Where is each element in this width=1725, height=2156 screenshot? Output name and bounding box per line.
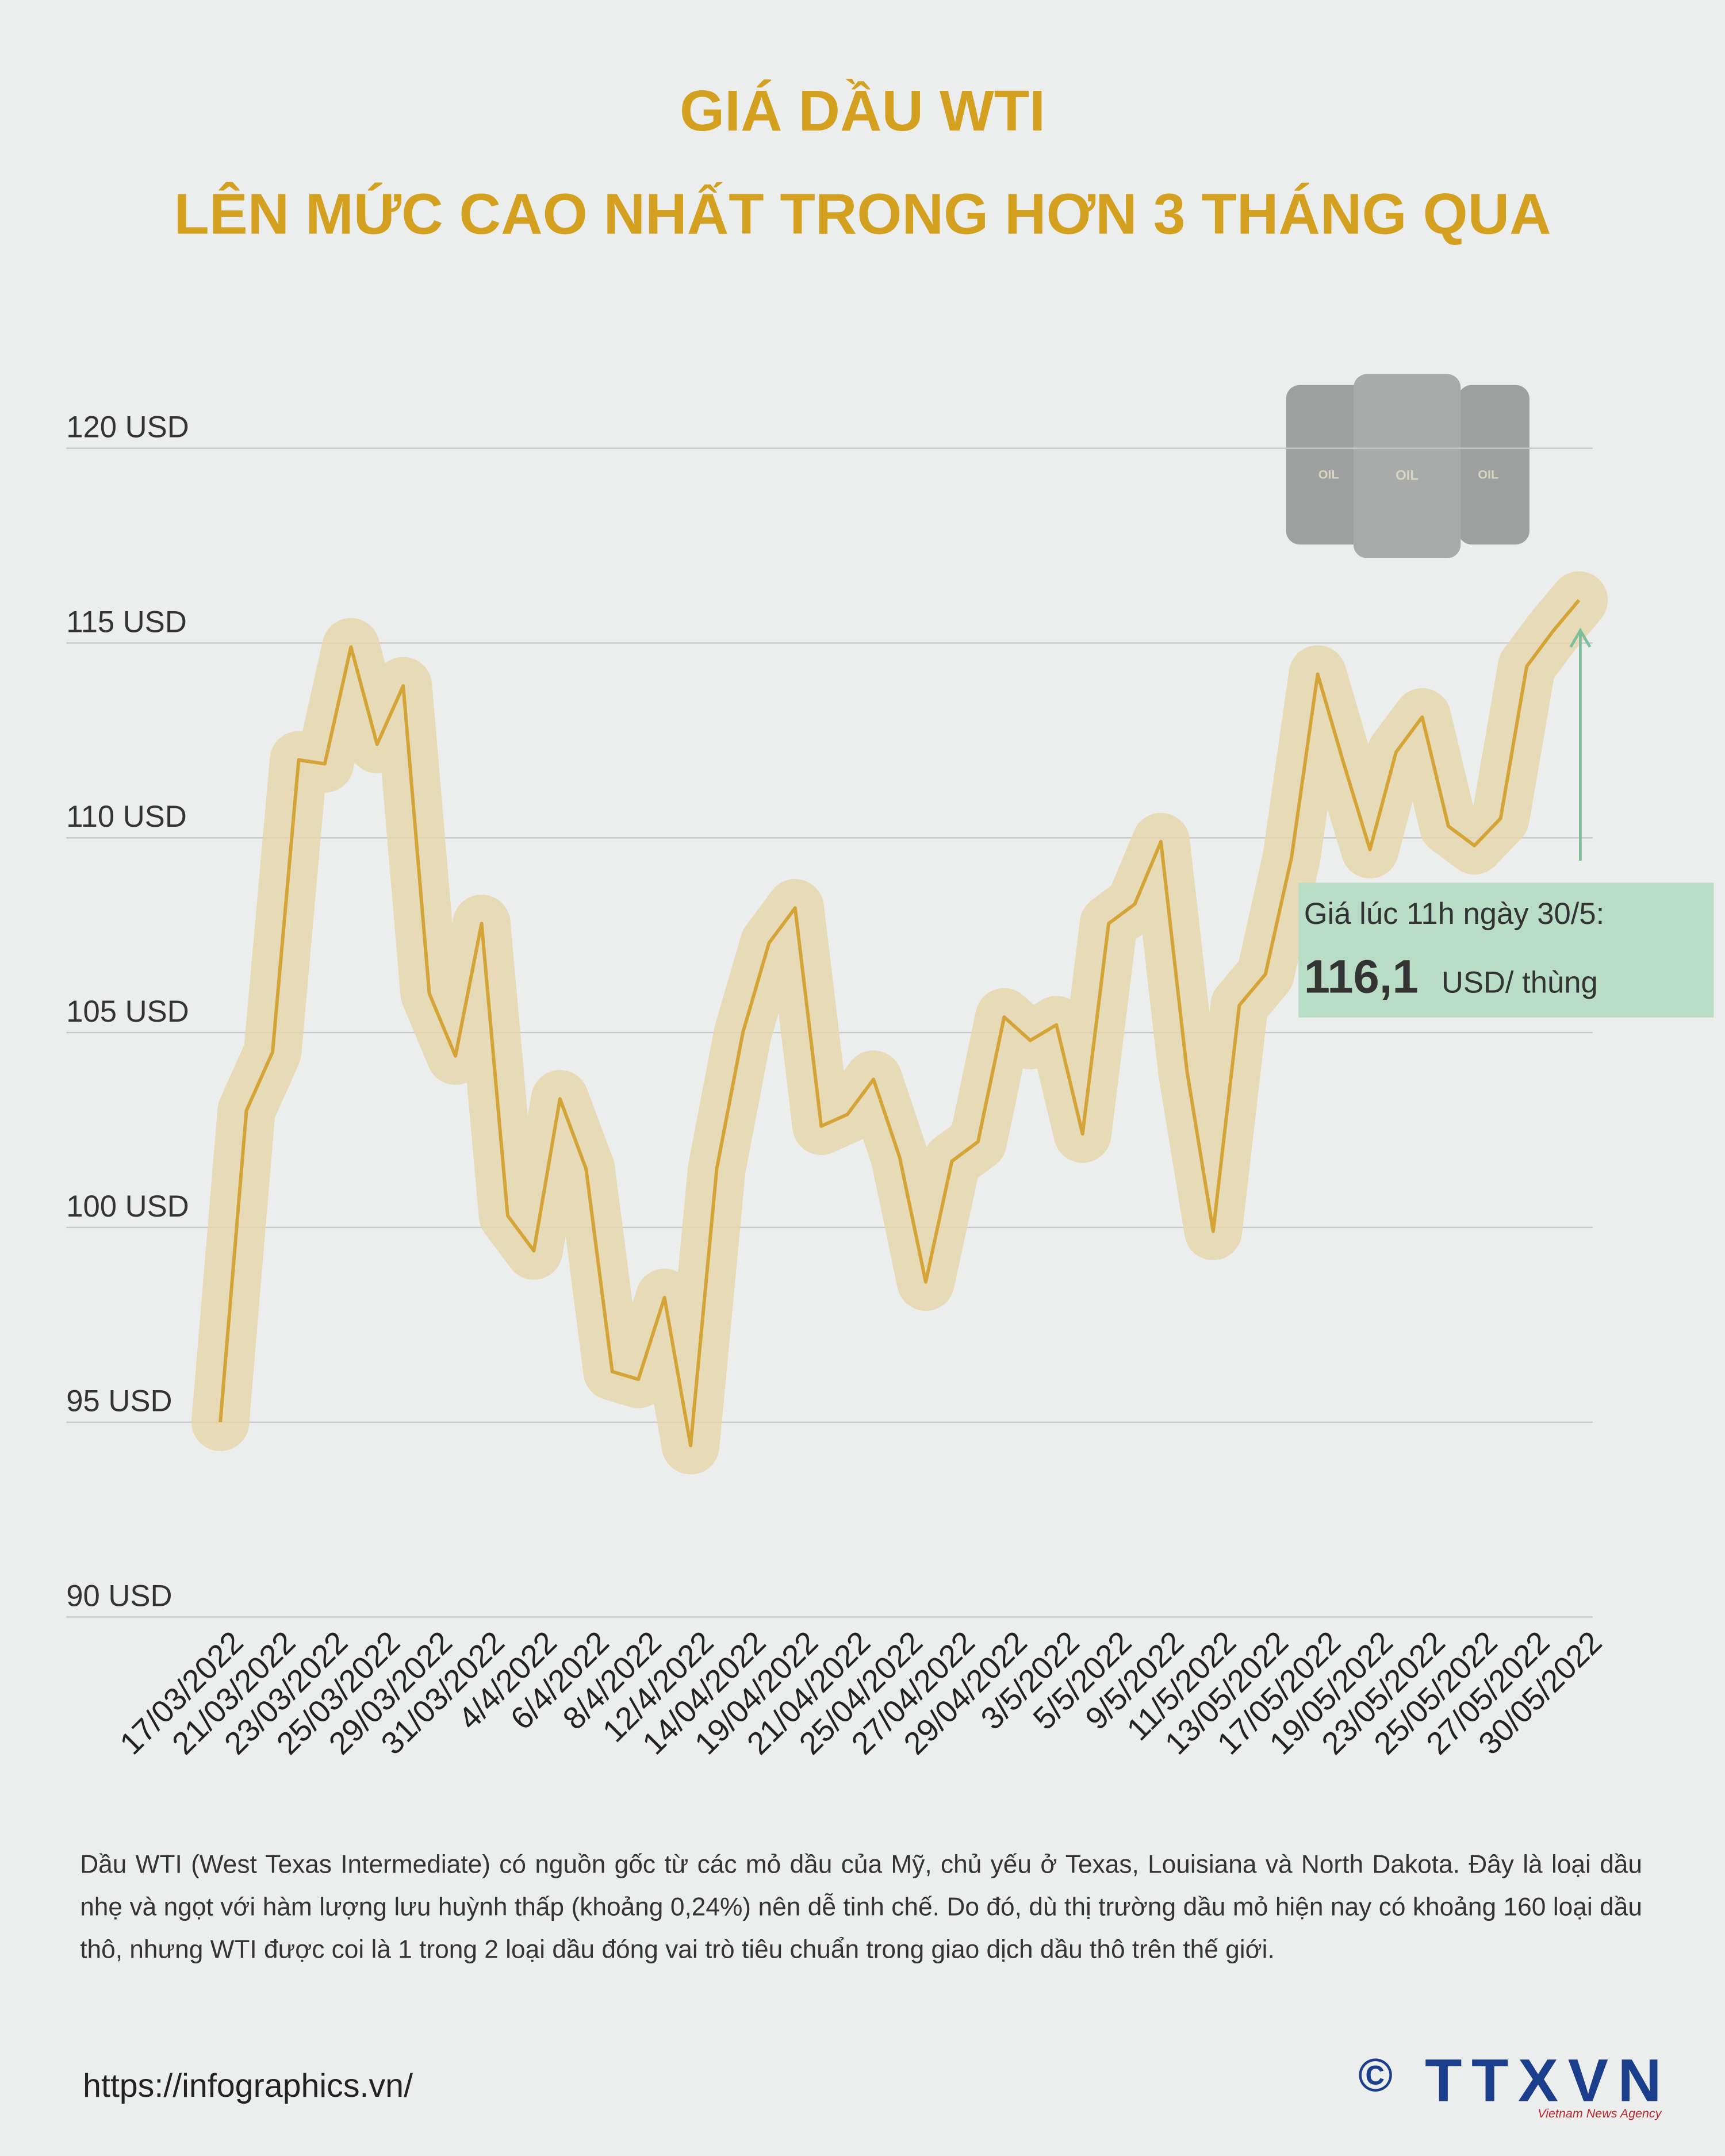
- title-line: GIÁ DẦU WTI: [680, 79, 1045, 143]
- barrel: [1458, 385, 1529, 545]
- annotation-value: 116,1: [1304, 951, 1419, 1003]
- source-url: https://infographics.vn/: [83, 2067, 413, 2104]
- y-tick-label: 120 USD: [66, 411, 189, 444]
- title-line: LÊN MỨC CAO NHẤT TRONG HƠN 3 THÁNG QUA: [174, 182, 1551, 247]
- barrel-label: OIL: [1478, 467, 1498, 481]
- annotation: Giá lúc 11h ngày 30/5: 116,1 USD/ thùng: [1298, 627, 1714, 1018]
- y-tick-label: 110 USD: [66, 800, 187, 834]
- annotation-box: [1298, 883, 1714, 1018]
- logo: TTXVN: [1425, 2047, 1661, 2114]
- arrow-head: [1569, 627, 1592, 648]
- annotation-unit: USD/ thùng: [1442, 966, 1598, 1000]
- barrel: [1353, 374, 1461, 558]
- copyright: ©: [1358, 2050, 1393, 2102]
- y-tick-label: 90 USD: [66, 1579, 172, 1613]
- barrel-label: OIL: [1318, 467, 1339, 481]
- footnote: Dầu WTI (West Texas Intermediate) có ngu…: [80, 1849, 1643, 1964]
- barrel-label: OIL: [1396, 468, 1419, 484]
- agency-name: Vietnam News Agency: [1538, 2107, 1662, 2120]
- plot: 90 USD 95 USD 100 USD 105 USD 110 USD 115 USD…: [66, 411, 1608, 1762]
- note-box: Dầu WTI (West Texas Intermediate) có ngu…: [80, 1849, 1643, 1964]
- y-tick-label: 105 USD: [66, 995, 189, 1029]
- price-line: [218, 599, 1581, 1448]
- y-tick-label: 115 USD: [66, 605, 187, 639]
- y-tick-label: 100 USD: [66, 1190, 189, 1223]
- annotation-label: Giá lúc 11h ngày 30/5:: [1304, 897, 1605, 931]
- y-tick-label: 95 USD: [66, 1384, 172, 1418]
- barrels-icon: OIL OIL OIL: [1286, 374, 1529, 558]
